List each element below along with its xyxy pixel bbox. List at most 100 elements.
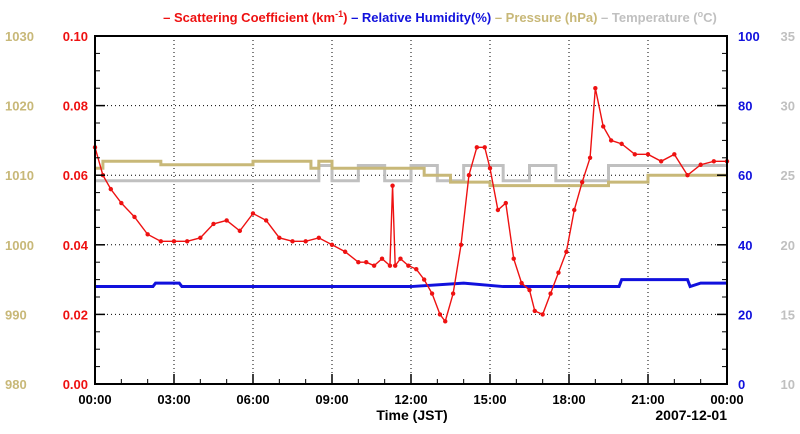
y-tick-label-pressure: 990 [5,307,27,322]
data-point-scattering [406,263,411,268]
series-line-scattering [94,88,727,323]
date-label: 2007-12-01 [655,407,727,423]
y-tick-label-scattering: 0.08 [63,99,88,114]
data-point-scattering [548,291,553,296]
data-point-scattering [458,242,464,247]
y-tick-label-humidity: 20 [738,307,752,322]
legend-sup-temperature: o [698,9,704,19]
y-tick-label-temperature: 10 [781,377,795,392]
data-point-scattering [277,235,282,241]
y-tick-label-scattering: 0.10 [63,29,88,44]
data-point-scattering [608,138,614,143]
x-tick-label: 00:00 [78,392,111,407]
y-tick-label-humidity: 60 [738,168,752,183]
data-point-scattering [658,159,664,164]
data-point-scattering [579,179,585,185]
data-point-scattering [329,242,335,247]
data-point-scattering [482,145,487,150]
data-point-scattering [672,152,677,157]
data-point-scattering [224,218,229,223]
legend-entry-humidity: – Relative Humidity(%) [347,10,491,25]
data-point-scattering [698,162,703,167]
data-point-scattering [237,228,243,234]
data-point-scattering [593,86,598,91]
series-line-humidity [95,278,727,289]
y-tick-label-scattering: 0.02 [63,307,88,322]
data-point-scattering [145,232,150,237]
legend-tail-temperature: C) [703,10,717,25]
chart-legend: – Scattering Coefficient (km-1) – Relati… [163,9,717,25]
data-point-scattering [184,239,190,244]
legend-tail-scattering: ) [343,10,347,25]
data-point-scattering [158,239,164,244]
series-line-pressure [95,159,727,188]
data-point-scattering [685,173,690,178]
data-point-scattering [429,291,435,296]
y-tick-label-humidity: 40 [738,238,752,253]
data-point-scattering [632,152,638,157]
data-point-scattering [564,249,569,254]
x-tick-label: 03:00 [157,392,190,407]
data-point-scattering [263,218,269,223]
data-point-scattering [390,183,395,188]
y-tick-label-pressure: 1030 [5,29,34,44]
data-point-scattering [619,141,624,147]
data-point-scattering [437,312,443,317]
data-point-scattering [601,124,606,129]
data-point-scattering [421,277,427,282]
legend-entry-scattering: – Scattering Coefficient (km [163,10,335,25]
x-tick-label: 06:00 [236,392,269,407]
y-tick-label-pressure: 1020 [5,99,34,114]
x-tick-label: 21:00 [631,392,664,407]
y-tick-label-temperature: 30 [781,99,795,114]
data-point-scattering [474,145,480,150]
data-point-scattering [540,312,545,317]
data-point-scattering [364,260,369,265]
data-point-scattering [342,249,348,254]
data-point-scattering [487,166,493,171]
data-point-scattering [393,263,398,268]
data-point-scattering [511,256,516,261]
data-point-scattering [414,266,419,272]
y-tick-label-temperature: 25 [781,168,795,183]
x-tick-label: 18:00 [552,392,585,407]
data-point-scattering [198,235,203,241]
data-point-scattering [290,239,295,244]
data-point-scattering [316,235,322,241]
x-tick-label: 15:00 [473,392,506,407]
data-point-scattering [532,308,537,314]
y-tick-label-scattering: 0.06 [63,168,88,183]
data-point-scattering [398,256,403,261]
y-tick-label-temperature: 15 [781,307,795,322]
data-point-scattering [303,239,308,244]
data-point-scattering [211,221,216,227]
series-line-temperature [95,163,727,183]
data-point-scattering [371,263,377,268]
x-tick-label: 00:00 [710,392,743,407]
data-point-scattering [645,152,651,157]
legend-sup-scattering: -1 [335,9,343,19]
data-point-scattering [119,200,124,206]
ticks: 00:00 03:00 06:00 09:00 12:00 15:00 18:00 21:00… [5,29,795,407]
data-point-scattering [171,239,177,244]
data-point-scattering [387,263,393,268]
data-point-scattering [132,214,137,220]
data-point-scattering [572,207,577,213]
data-point-scattering [466,173,472,178]
y-tick-label-humidity: 80 [738,99,752,114]
data-point-scattering [379,256,385,261]
data-point-scattering [495,207,501,213]
legend-entry-pressure: – Pressure (hPa) [491,10,597,25]
x-axis-label: Time (JST) [376,407,447,423]
y-tick-label-pressure: 980 [5,377,27,392]
y-tick-label-pressure: 1010 [5,168,34,183]
data-point-scattering [108,186,114,192]
y-tick-label-humidity: 100 [738,29,760,44]
data-point-scattering [250,211,256,216]
y-tick-label-temperature: 35 [781,29,795,44]
x-tick-label: 09:00 [315,392,348,407]
y-tick-label-humidity: 0 [738,377,745,392]
legend-entry-temperature: – Temperature ( [597,10,698,25]
data-point-scattering [450,291,456,296]
